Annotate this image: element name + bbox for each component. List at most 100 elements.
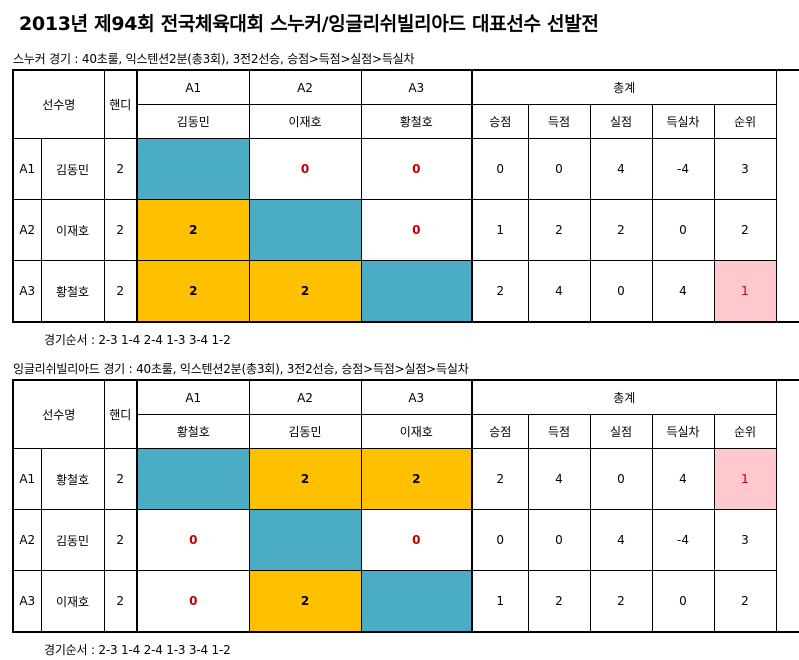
column-player-name: 황철호 xyxy=(360,104,473,139)
rank-value: 2 xyxy=(713,199,777,261)
row-player-name: 황철호 xyxy=(40,260,105,323)
wins-value: 0 xyxy=(471,509,529,571)
match-score-cell xyxy=(360,570,473,633)
header-row: 김동민 이재호 황철호 승점 득점 실점 득실차 순위 xyxy=(13,104,799,139)
conceded-value: 4 xyxy=(589,138,653,200)
match-score-cell: 0 xyxy=(136,509,250,571)
match-score-cell xyxy=(136,138,250,200)
row-handicap: 2 xyxy=(103,260,138,323)
wins-header: 승점 xyxy=(471,414,529,449)
diff-value: 0 xyxy=(651,199,715,261)
rank-value: 2 xyxy=(713,570,777,633)
row-code: A3 xyxy=(12,260,42,323)
row-handicap: 2 xyxy=(103,570,138,633)
conceded-value: 0 xyxy=(589,260,653,323)
column-player-name: 김동민 xyxy=(136,104,250,139)
scored-value: 4 xyxy=(527,260,591,323)
conceded-header: 실점 xyxy=(589,104,653,139)
diff-value: -4 xyxy=(651,509,715,571)
rank-value: 3 xyxy=(713,509,777,571)
column-code: A1 xyxy=(136,379,250,415)
diff-value: 4 xyxy=(651,260,715,323)
billiards-table: 선수명 핸디 A1 A2 A3 총계 황철호 김동민 이재호 승점 득점 실점 득실차 순위 A1 황철호 2 2… xyxy=(12,379,799,633)
row-handicap: 2 xyxy=(103,138,138,200)
match-score-cell xyxy=(360,260,473,323)
scored-value: 0 xyxy=(527,509,591,571)
diff-header: 득실차 xyxy=(651,414,715,449)
column-code: A3 xyxy=(360,69,473,105)
row-handicap: 2 xyxy=(103,509,138,571)
column-code: A2 xyxy=(248,379,362,415)
wins-header: 승점 xyxy=(471,104,529,139)
row-handicap: 2 xyxy=(103,448,138,510)
row-player-name: 이재호 xyxy=(40,199,105,261)
column-player-name: 황철호 xyxy=(136,414,250,449)
wins-value: 1 xyxy=(471,199,529,261)
diff-value: 0 xyxy=(651,570,715,633)
billiards-subtitle: 잉글리쉬빌리아드 경기 : 40초룰, 익스텐션2분(총3회), 3전2선승, … xyxy=(13,362,469,376)
conceded-value: 2 xyxy=(589,199,653,261)
player-header: 선수명 xyxy=(12,379,105,449)
diff-header: 득실차 xyxy=(651,104,715,139)
match-score-cell xyxy=(248,199,362,261)
row-handicap: 2 xyxy=(103,199,138,261)
conceded-value: 0 xyxy=(589,448,653,510)
column-player-name: 이재호 xyxy=(248,104,362,139)
diff-value: -4 xyxy=(651,138,715,200)
conceded-value: 2 xyxy=(589,570,653,633)
match-score-cell: 2 xyxy=(136,260,250,323)
diff-value: 4 xyxy=(651,448,715,510)
wins-value: 2 xyxy=(471,260,529,323)
row-code: A3 xyxy=(12,570,42,633)
table-row: A1 김동민 2 0 0 0 0 4 -4 3 xyxy=(12,138,799,200)
billiards-match-order: 경기순서 : 2-3 1-4 2-4 1-3 3-4 1-2 xyxy=(44,643,231,657)
match-score-cell: 0 xyxy=(360,509,473,571)
scored-value: 4 xyxy=(527,448,591,510)
row-code: A1 xyxy=(12,138,42,200)
handicap-header: 핸디 xyxy=(103,69,138,139)
header-row: 선수명 핸디 A1 A2 A3 총계 xyxy=(12,69,799,139)
scored-header: 득점 xyxy=(527,104,591,139)
scored-header: 득점 xyxy=(527,414,591,449)
match-score-cell xyxy=(136,448,250,510)
table-row: A1 황철호 2 2 2 2 4 0 4 1 xyxy=(12,448,799,510)
match-score-cell: 2 xyxy=(136,199,250,261)
row-player-name: 김동민 xyxy=(40,509,105,571)
header-row: 황철호 김동민 이재호 승점 득점 실점 득실차 순위 xyxy=(13,414,799,449)
match-score-cell: 0 xyxy=(360,199,473,261)
table-row: A2 이재호 2 2 0 1 2 2 0 2 xyxy=(12,199,799,261)
page-title: 2013년 제94회 전국체육대회 스누커/잉글리쉬빌리아드 대표선수 선발전 xyxy=(19,13,599,35)
snooker-match-order: 경기순서 : 2-3 1-4 2-4 1-3 3-4 1-2 xyxy=(44,333,231,347)
row-player-name: 이재호 xyxy=(40,570,105,633)
handicap-header: 핸디 xyxy=(103,379,138,449)
scored-value: 2 xyxy=(527,570,591,633)
conceded-header: 실점 xyxy=(589,414,653,449)
match-score-cell: 2 xyxy=(248,570,362,633)
row-code: A1 xyxy=(12,448,42,510)
wins-value: 1 xyxy=(471,570,529,633)
rank-value: 1 xyxy=(713,260,777,323)
total-header: 총계 xyxy=(471,379,777,415)
match-score-cell: 2 xyxy=(248,448,362,510)
row-code: A2 xyxy=(12,509,42,571)
scored-value: 2 xyxy=(527,199,591,261)
wins-value: 2 xyxy=(471,448,529,510)
snooker-subtitle: 스누커 경기 : 40초룰, 익스텐션2분(총3회), 3전2선승, 승점>득점… xyxy=(13,52,415,66)
rank-header: 순위 xyxy=(713,104,777,139)
conceded-value: 4 xyxy=(589,509,653,571)
match-score-cell: 0 xyxy=(248,138,362,200)
table-row: A3 이재호 2 0 2 1 2 2 0 2 xyxy=(12,570,799,633)
row-player-name: 황철호 xyxy=(40,448,105,510)
player-header: 선수명 xyxy=(12,69,105,139)
total-header: 총계 xyxy=(471,69,777,105)
match-score-cell: 0 xyxy=(136,570,250,633)
match-score-cell: 2 xyxy=(360,448,473,510)
column-code: A2 xyxy=(248,69,362,105)
match-score-cell: 2 xyxy=(248,260,362,323)
rank-header: 순위 xyxy=(713,414,777,449)
header-row: 선수명 핸디 A1 A2 A3 총계 xyxy=(12,379,799,449)
match-score-cell xyxy=(248,509,362,571)
row-player-name: 김동민 xyxy=(40,138,105,200)
match-score-cell: 0 xyxy=(360,138,473,200)
rank-value: 1 xyxy=(713,448,777,510)
